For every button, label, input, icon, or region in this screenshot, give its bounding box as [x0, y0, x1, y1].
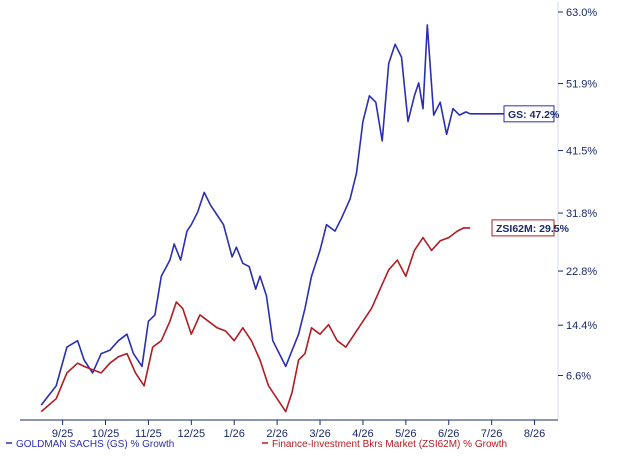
zsi62m-end-label-text: ZSI62M: 29.5%	[496, 223, 570, 235]
legend-label-gs: GOLDMAN SACHS (GS) % Growth	[16, 439, 174, 450]
gs-end-label-box	[503, 105, 555, 123]
y-tick-label: 14.4%	[566, 320, 597, 332]
y-tick-label: 63.0%	[566, 7, 597, 19]
gs-series-line	[40, 24, 514, 406]
legend-item-gs: GOLDMAN SACHS (GS) % Growth	[6, 439, 174, 450]
y-tick-label: 31.8%	[566, 208, 597, 220]
y-tick-label: 41.5%	[566, 146, 597, 158]
x-tick-label: 11/25	[135, 428, 162, 440]
gs-end-label-text: GS: 47.2%	[508, 109, 560, 121]
zsi62m-end-label: ZSI62M: 29.5%	[491, 219, 570, 237]
zsi62m-series-line	[40, 227, 471, 413]
x-tick-label: 3/26	[309, 428, 330, 440]
legend-item-zsi62m: Finance-Investment Bkrs Market (ZSI62M) …	[262, 439, 507, 450]
x-tick-label: 9/25	[52, 428, 73, 440]
x-tick-label: 6/26	[438, 428, 459, 440]
series-end-labels: GS: 47.2% ZSI62M: 29.5%	[491, 105, 570, 237]
series-lines	[40, 24, 514, 413]
y-axis-ticks: 6.6% 14.4% 22.8% 31.8% 41.5% 51.9% 63.0%	[558, 7, 597, 382]
x-tick-label: 4/26	[352, 428, 373, 440]
legend: GOLDMAN SACHS (GS) % Growth Finance-Inve…	[6, 439, 507, 450]
x-tick-label: 12/25	[178, 428, 206, 440]
y-tick-label: 6.6%	[566, 370, 591, 382]
x-tick-label: 2/26	[266, 428, 287, 440]
x-axis-ticks: 9/25 10/25 11/25 12/25 1/26 2/26 3/26 4/26 5/26 6…	[52, 420, 545, 440]
x-tick-label: 1/26	[224, 428, 245, 440]
x-tick-label: 8/26	[524, 428, 545, 440]
x-tick-label: 7/26	[481, 428, 502, 440]
gs-end-label: GS: 47.2%	[503, 105, 560, 123]
x-tick-label: 5/26	[395, 428, 416, 440]
legend-label-zsi62m: Finance-Investment Bkrs Market (ZSI62M) …	[272, 439, 507, 450]
y-tick-label: 51.9%	[566, 79, 597, 91]
x-tick-label: 10/25	[92, 428, 120, 440]
zsi62m-end-label-box	[491, 219, 555, 237]
y-tick-label: 22.8%	[566, 266, 597, 278]
